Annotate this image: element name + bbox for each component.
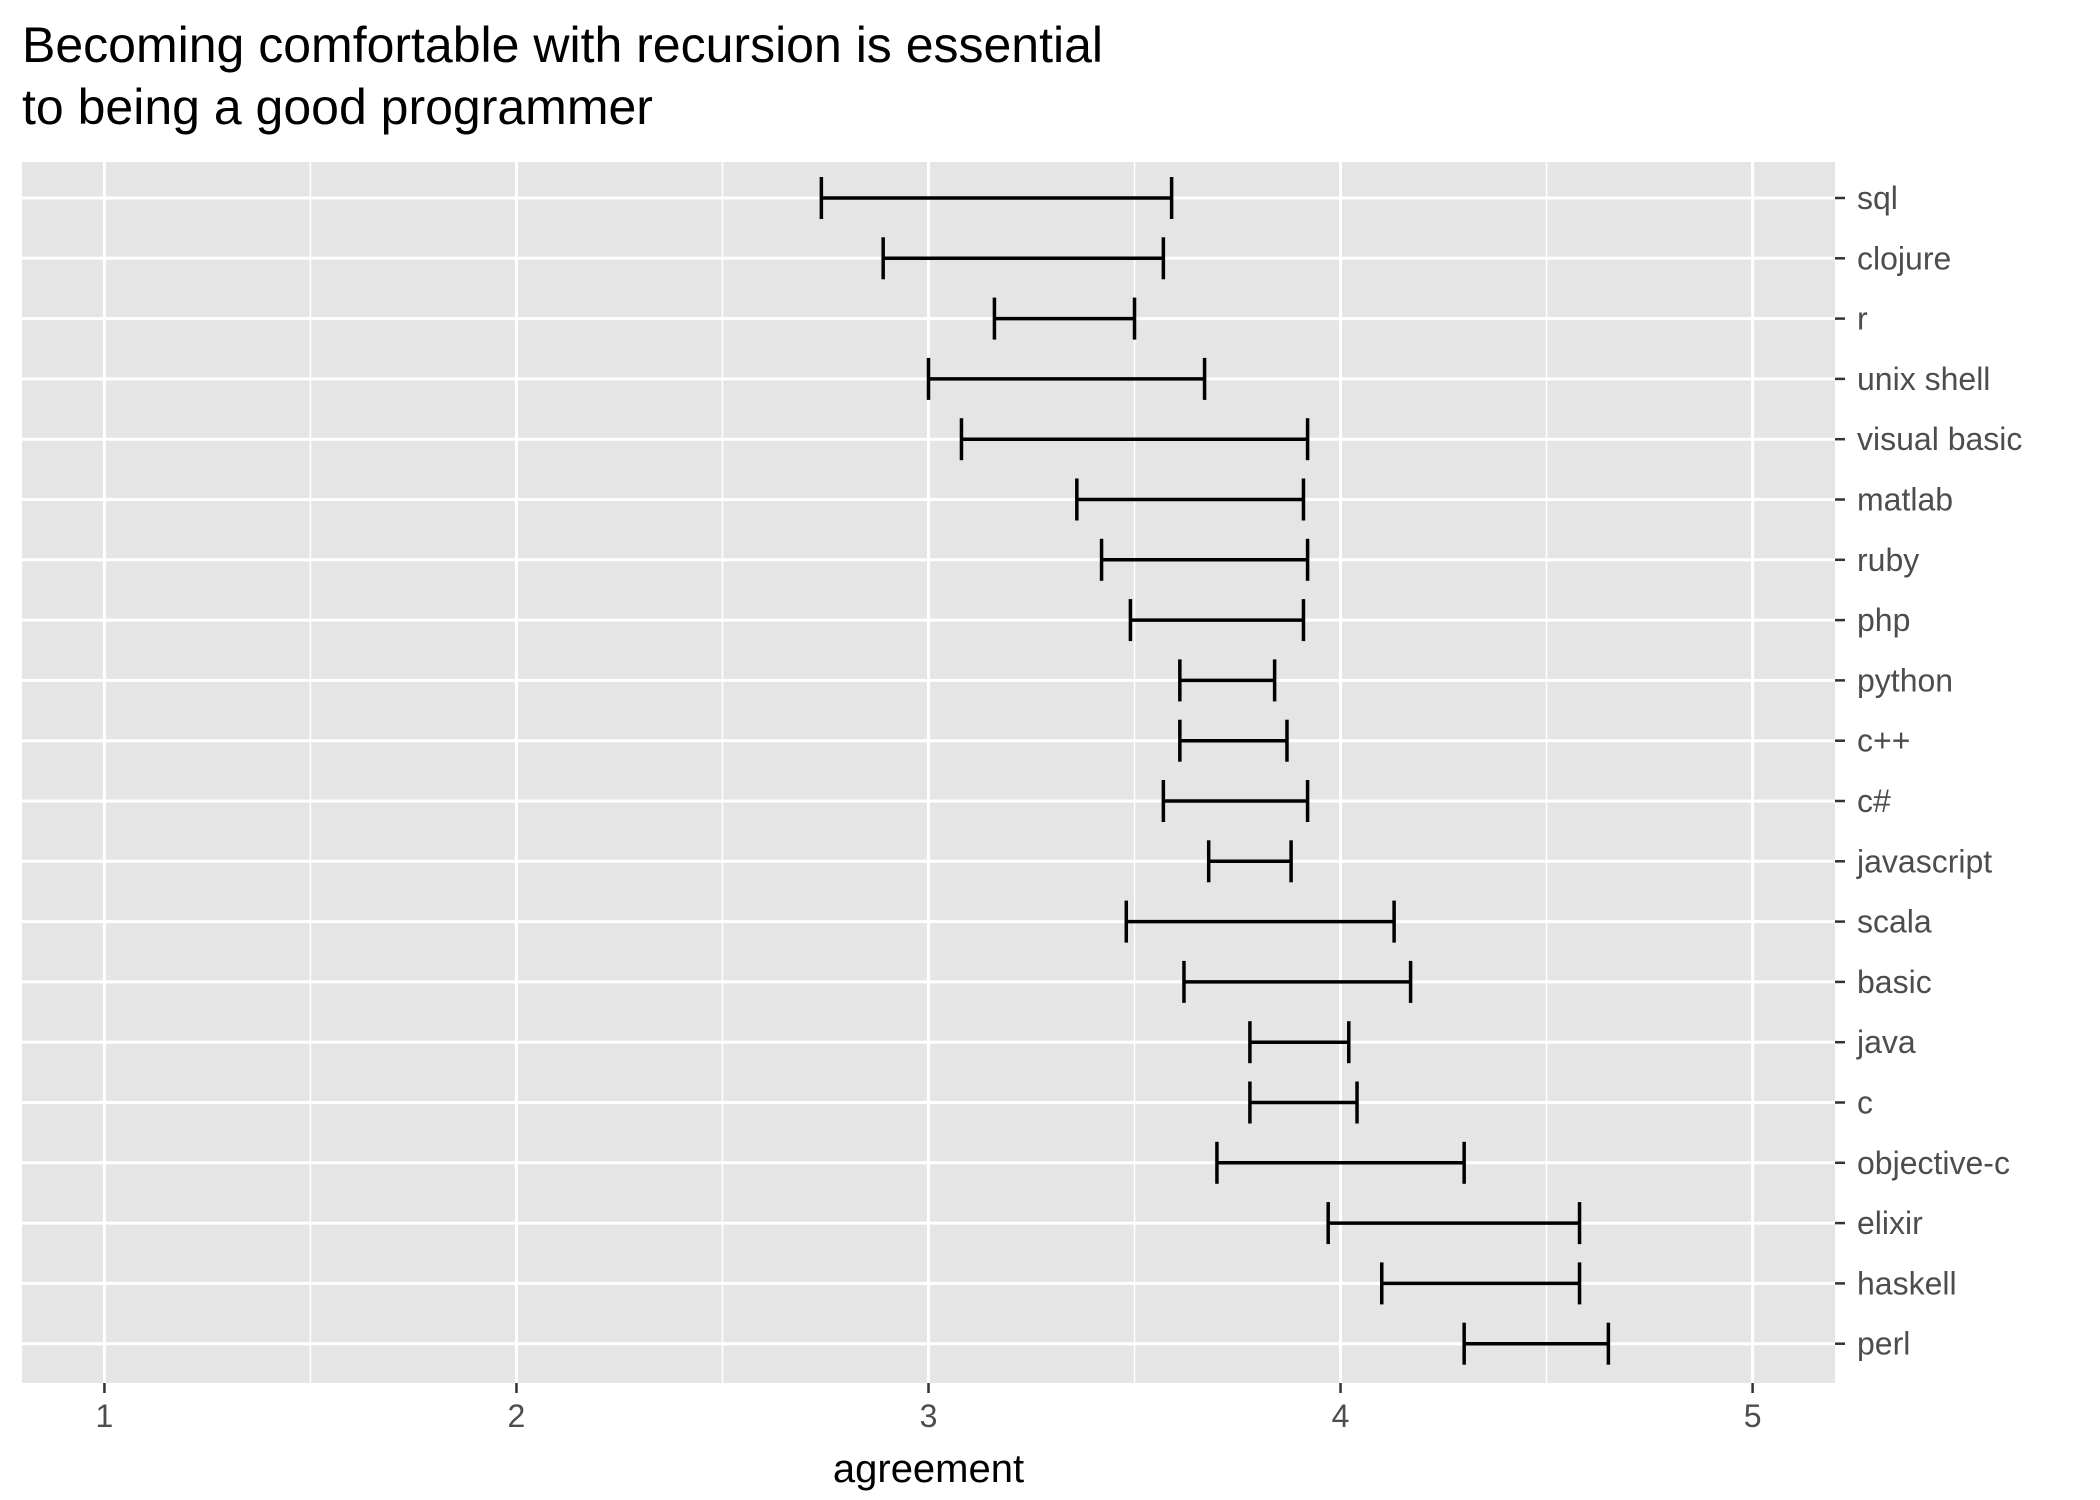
- y-tick-label: haskell: [1857, 1265, 1957, 1301]
- error-bar-c: [1248, 1081, 1359, 1124]
- y-tick-label: sql: [1857, 180, 1898, 216]
- y-tick-label: r: [1857, 301, 1868, 337]
- error-bar-objective-c: [1215, 1141, 1466, 1184]
- y-tick-label: basic: [1857, 964, 1932, 1000]
- y-tick-label: elixir: [1857, 1205, 1923, 1241]
- error-bar-clojure: [881, 237, 1166, 280]
- y-tick-label: python: [1857, 662, 1953, 698]
- error-bar-ruby: [1099, 538, 1310, 581]
- x-tick-label: 2: [508, 1398, 526, 1434]
- error-bar-visual-basic: [959, 418, 1310, 461]
- x-tick-label: 3: [920, 1398, 938, 1434]
- x-tick-label: 4: [1332, 1398, 1350, 1434]
- x-axis-title: agreement: [833, 1447, 1024, 1491]
- y-tick-label: clojure: [1857, 240, 1951, 276]
- x-tick-label: 1: [96, 1398, 114, 1434]
- error-bar-unix-shell: [926, 357, 1207, 400]
- error-bar-php: [1128, 599, 1306, 642]
- error-bar-perl: [1462, 1322, 1611, 1365]
- y-tick-label: visual basic: [1857, 421, 2022, 457]
- y-tick-label: java: [1856, 1024, 1916, 1060]
- error-bars: [819, 177, 1611, 1365]
- y-tick-label: php: [1857, 602, 1910, 638]
- minor-grid-lines: [309, 162, 1548, 1383]
- y-tick-label: scala: [1857, 904, 1932, 940]
- y-tick-label: ruby: [1857, 542, 1919, 578]
- error-bar-java: [1248, 1021, 1351, 1064]
- y-tick-label: matlab: [1857, 482, 1953, 518]
- error-bar-basic: [1182, 960, 1413, 1003]
- error-bar-haskell: [1380, 1262, 1582, 1305]
- error-bar-matlab: [1075, 478, 1306, 521]
- error-bar-r: [992, 297, 1137, 340]
- error-bar-python: [1178, 659, 1277, 702]
- y-tick-label: objective-c: [1857, 1145, 2010, 1181]
- y-tick-label: c++: [1857, 723, 1910, 759]
- y-axis-ticks: sql clojure r unix shell visual basic matlab r…: [1835, 180, 2022, 1362]
- y-tick-label: unix shell: [1857, 361, 1990, 397]
- error-bar-elixir: [1326, 1202, 1582, 1245]
- error-bar-c-: [1178, 719, 1289, 762]
- error-bar-sql: [819, 177, 1174, 219]
- y-tick-label: perl: [1857, 1326, 1910, 1362]
- chart-title: Becoming comfortable with recursion is e…: [22, 14, 1103, 138]
- error-bar-javascript: [1206, 840, 1293, 883]
- y-tick-label: javascript: [1856, 843, 1992, 879]
- y-tick-label: c: [1857, 1085, 1873, 1121]
- y-tick-label: c#: [1857, 783, 1891, 819]
- error-bar-scala: [1124, 900, 1396, 943]
- chart-title-line-2: to being a good programmer: [22, 79, 653, 135]
- error-bar-c-: [1161, 780, 1310, 822]
- x-tick-label: 5: [1744, 1398, 1762, 1434]
- chart-title-line-1: Becoming comfortable with recursion is e…: [22, 17, 1104, 73]
- x-axis-ticks: 1 2 3 4 5: [96, 1383, 1762, 1434]
